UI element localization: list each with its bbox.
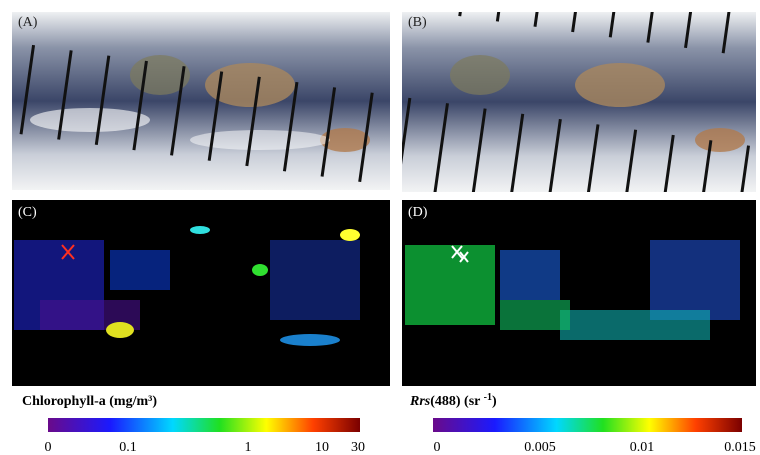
colorbar-title: Rrs(488) (sr -1) bbox=[409, 392, 497, 409]
tick-label: 0.015 bbox=[724, 440, 756, 455]
colorbar-chl: Chlorophyll-a (mg/m³) bbox=[22, 394, 360, 432]
colorbar bbox=[48, 418, 360, 432]
tick-label: 10 bbox=[315, 440, 329, 455]
panel-label: (C) bbox=[18, 205, 37, 220]
panel-label: (A) bbox=[18, 15, 38, 30]
tick-label: 0.01 bbox=[630, 440, 655, 455]
panel-c: (C) bbox=[12, 200, 390, 386]
colorbar bbox=[433, 418, 742, 432]
panel-label: (B) bbox=[408, 15, 427, 30]
panel-a: (A) bbox=[12, 12, 390, 190]
panel-b: (B) bbox=[402, 12, 756, 192]
colorbar-rrs: Rrs(488) (sr -1) bbox=[409, 392, 742, 432]
tick-label: 0 bbox=[434, 440, 441, 455]
colorbar-title: Chlorophyll-a (mg/m³) bbox=[22, 394, 157, 409]
tick-label: 0.1 bbox=[119, 440, 137, 455]
tick-label: 1 bbox=[245, 440, 252, 455]
panel-d: (D) bbox=[402, 200, 756, 386]
panel-label: (D) bbox=[408, 205, 428, 220]
figure: (A) (B) (C) (D) Chlorophyll-a (mg/m³) bbox=[0, 0, 760, 455]
tick-label: 30 bbox=[351, 440, 365, 455]
colorbar-ticks: 0 0.1 1 10 30 0 0.005 0.01 0.015 bbox=[45, 440, 756, 455]
tick-label: 0 bbox=[45, 440, 52, 455]
tick-label: 0.005 bbox=[524, 440, 556, 455]
